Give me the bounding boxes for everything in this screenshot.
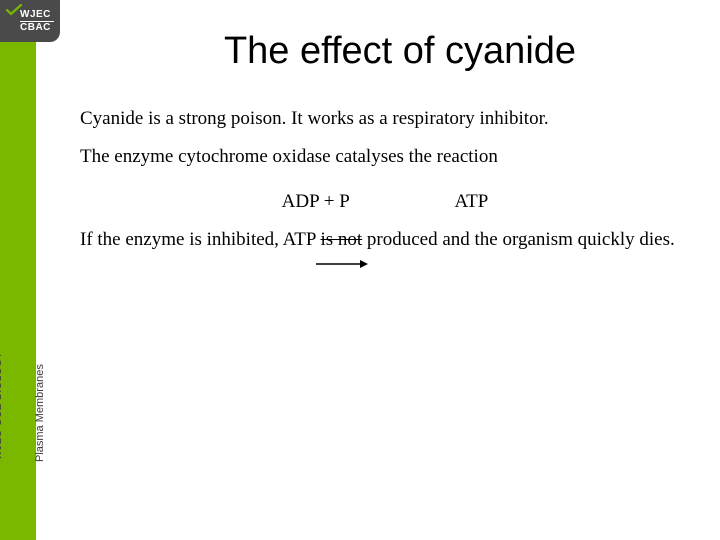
logo-text-block: WJEC CBAC: [20, 10, 54, 33]
paragraph-1: Cyanide is a strong poison. It works as …: [80, 103, 690, 135]
sidebar-bar: [0, 0, 36, 540]
paragraph-3: If the enzyme is inhibited, ATP is not p…: [80, 224, 690, 256]
logo-text-top: WJEC: [20, 10, 51, 20]
arrow-icon: [316, 248, 368, 258]
reaction-products: ATP: [455, 186, 489, 218]
sidebar-label-topic: Plasma Membranes: [34, 364, 46, 462]
reaction-reactants: ADP + P: [282, 186, 350, 218]
paragraph-2: The enzyme cytochrome oxidase catalyses …: [80, 141, 690, 173]
para3-part-a: If the enzyme is inhibited, ATP: [80, 229, 320, 250]
logo-text-bottom: CBAC: [20, 23, 51, 33]
body-text-block: Cyanide is a strong poison. It works as …: [80, 103, 690, 256]
logo-checkmark-icon: [6, 3, 22, 15]
sidebar-label-course: WJEC GCE BIOLOGY: [0, 351, 4, 460]
reaction-equation: ADP + P ATP: [80, 186, 690, 218]
para3-part-b: produced and the organism quickly dies.: [362, 229, 675, 250]
slide-page: WJEC CBAC WJEC GCE BIOLOGY Plasma Membra…: [0, 0, 720, 540]
para3-strike: is not: [320, 229, 362, 250]
main-content: The effect of cyanide Cyanide is a stron…: [80, 30, 690, 262]
brand-logo: WJEC CBAC: [0, 0, 60, 42]
page-title: The effect of cyanide: [110, 30, 690, 73]
